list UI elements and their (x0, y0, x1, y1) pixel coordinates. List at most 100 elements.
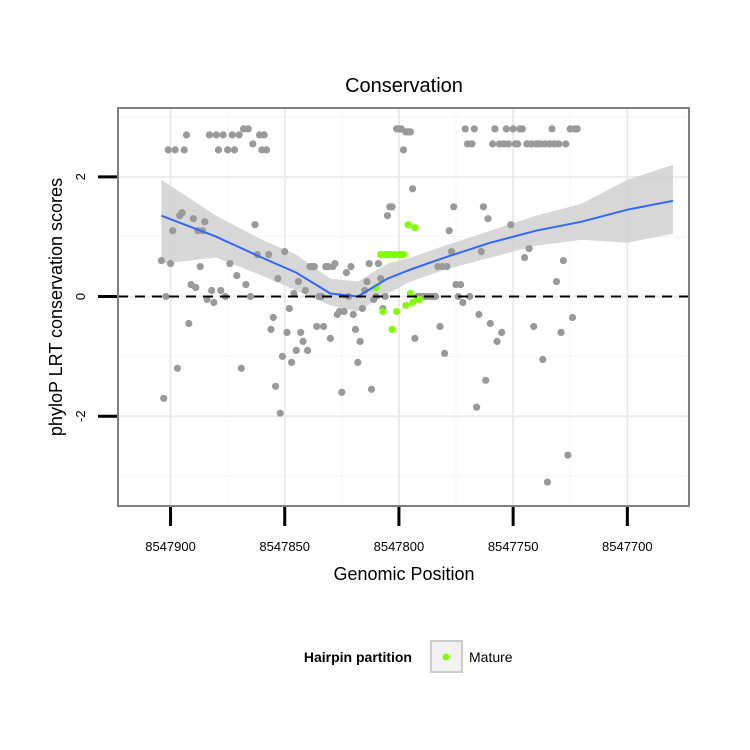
other-point (226, 260, 234, 268)
other-point (498, 328, 506, 336)
other-point (278, 352, 286, 360)
mature-point (379, 307, 387, 316)
other-point (543, 478, 552, 486)
other-point (201, 218, 209, 226)
other-point (457, 281, 465, 289)
mature-point (415, 295, 424, 304)
plot-area (118, 108, 689, 506)
other-point (301, 286, 309, 295)
other-point (505, 140, 513, 148)
other-point (242, 281, 250, 289)
other-point (317, 292, 325, 301)
x-tick-label: 8547800 (374, 539, 425, 554)
other-point (237, 364, 245, 372)
other-point (502, 125, 510, 133)
other-point (399, 146, 408, 154)
legend-key-swatch (442, 653, 450, 661)
panel-border (117, 107, 690, 507)
other-point (475, 310, 483, 319)
other-point (233, 272, 241, 280)
other-point (169, 227, 177, 235)
other-point (489, 140, 497, 148)
other-point (342, 269, 350, 277)
other-point (290, 289, 298, 298)
other-point (205, 131, 213, 139)
x-axis-label: Genomic Position (333, 564, 474, 584)
other-point (208, 286, 216, 295)
other-point (377, 275, 385, 283)
other-point (235, 131, 243, 139)
other-point (365, 260, 373, 268)
other-point (552, 278, 561, 286)
other-point (573, 125, 581, 133)
other-point (304, 346, 312, 354)
other-point (441, 349, 449, 357)
mature-point (393, 307, 401, 316)
other-point (557, 328, 565, 336)
other-point (514, 140, 522, 148)
other-point (262, 146, 271, 154)
other-point (468, 140, 476, 148)
other-point (164, 146, 172, 154)
other-point (383, 212, 392, 220)
legend: Hairpin partition Mature (304, 640, 513, 673)
other-point (189, 215, 197, 223)
other-point (210, 298, 218, 307)
x-tick-label: 8547850 (259, 539, 310, 554)
other-point (228, 131, 236, 139)
other-point (356, 337, 364, 345)
y-tick-label: -2 (73, 410, 88, 422)
other-point (482, 376, 490, 384)
other-point (260, 131, 268, 139)
other-point (251, 221, 259, 229)
mature-point (404, 221, 412, 229)
other-point (276, 409, 284, 417)
other-point (340, 307, 348, 316)
other-point (381, 292, 389, 301)
other-point (212, 131, 220, 139)
other-point (217, 286, 225, 295)
other-point (491, 125, 499, 133)
other-point (292, 346, 300, 354)
other-point (285, 304, 293, 313)
other-point (367, 385, 376, 393)
other-point (214, 146, 223, 154)
other-point (450, 203, 458, 211)
other-point (320, 322, 328, 331)
other-point (203, 295, 211, 304)
other-point (507, 221, 515, 229)
other-point (310, 263, 318, 271)
other-point (358, 304, 366, 313)
other-point (473, 403, 481, 411)
other-point (443, 263, 451, 271)
other-point (185, 319, 193, 328)
other-point (411, 334, 419, 342)
smooth-fit-line (161, 199, 674, 298)
legend-title: Hairpin partition (304, 649, 412, 665)
other-point (518, 125, 526, 133)
other-point (166, 260, 175, 268)
x-tick-label: 8547700 (602, 539, 653, 554)
other-point (224, 146, 232, 154)
mature-point (402, 301, 410, 310)
other-point (288, 358, 296, 366)
other-point (445, 227, 453, 235)
other-point (466, 292, 474, 301)
mature-point (399, 251, 408, 259)
other-point (436, 322, 444, 331)
other-point (313, 322, 321, 331)
other-point (230, 146, 239, 154)
other-point (160, 394, 168, 402)
other-point (431, 292, 440, 301)
y-tick-label: 0 (73, 293, 88, 300)
other-point (281, 248, 289, 256)
other-point (349, 310, 357, 319)
other-point (406, 128, 414, 136)
mature-point (411, 224, 419, 232)
other-point (219, 131, 227, 139)
other-point (180, 146, 188, 154)
other-point (299, 337, 307, 345)
other-point (447, 248, 456, 256)
other-point (568, 313, 577, 322)
